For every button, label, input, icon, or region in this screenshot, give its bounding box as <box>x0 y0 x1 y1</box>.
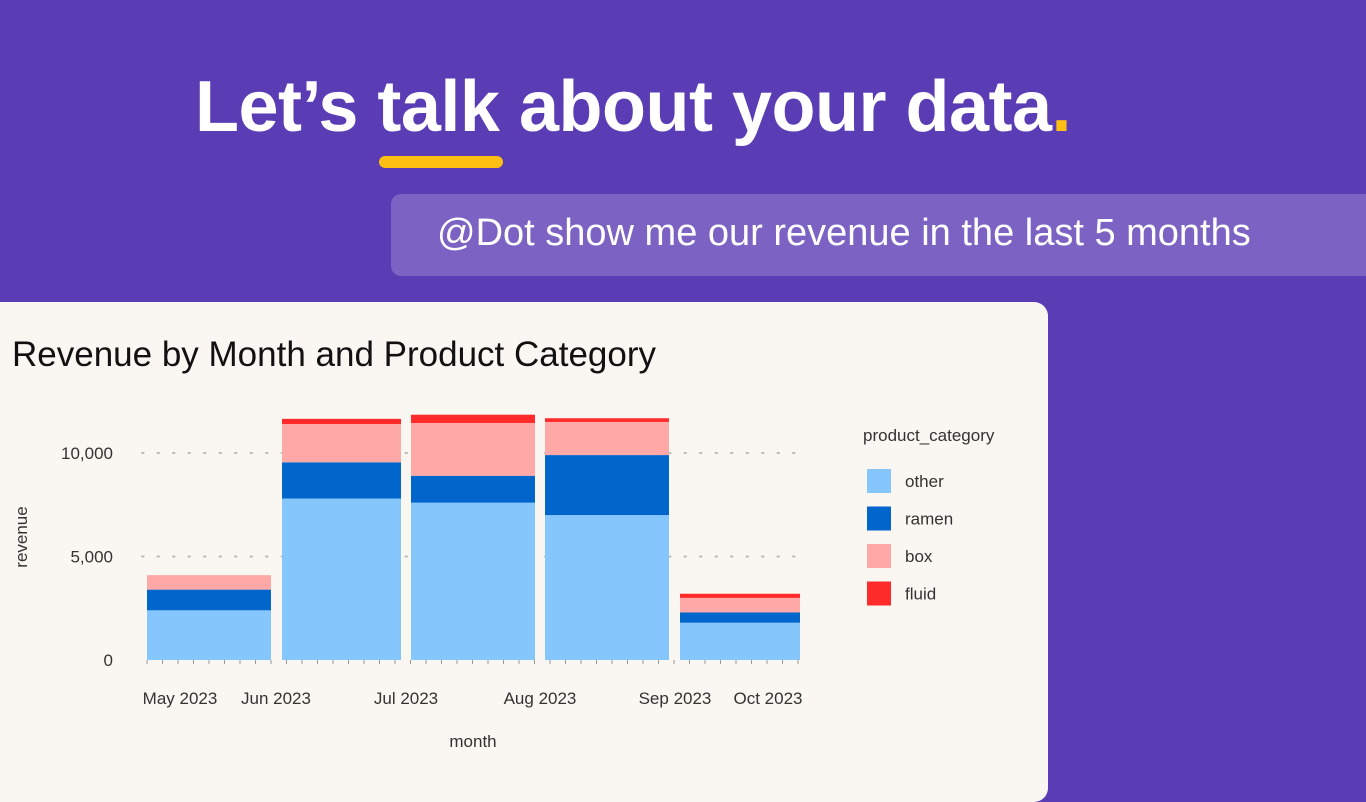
bar-segment-box <box>282 424 401 463</box>
legend-swatch-box <box>867 544 891 568</box>
headline-dot: . <box>1051 67 1072 147</box>
bar-segment-ramen <box>545 455 669 516</box>
x-tick-label: Aug 2023 <box>504 689 577 708</box>
bar-segment-other <box>411 502 535 660</box>
x-tick-label: May 2023 <box>143 689 218 708</box>
bar-segment-ramen <box>147 589 271 611</box>
y-tick-label: 0 <box>104 651 113 670</box>
legend-swatch-ramen <box>867 506 891 531</box>
y-axis-label: revenue <box>12 506 31 567</box>
y-tick-label: 10,000 <box>61 444 113 463</box>
bar-segment-other <box>282 498 401 660</box>
bar-segment-other <box>545 515 669 660</box>
y-tick-label: 5,000 <box>70 548 113 567</box>
bar-segment-fluid <box>282 418 401 425</box>
highlight-underline <box>379 156 504 168</box>
prompt-text: @Dot show me our revenue in the last 5 m… <box>437 212 1251 254</box>
bar-segment-ramen <box>411 475 535 503</box>
bar-segment-fluid <box>680 593 800 598</box>
x-tick-label: Sep 2023 <box>639 689 712 708</box>
legend-label: other <box>905 472 944 491</box>
bar-segment-box <box>545 421 669 456</box>
x-tick-label: Oct 2023 <box>734 689 803 708</box>
legend-label: box <box>905 547 933 566</box>
legend-swatch-fluid <box>867 581 891 606</box>
bar-segment-box <box>147 575 271 590</box>
legend-swatch-other <box>867 469 891 493</box>
legend-title: product_category <box>863 426 995 445</box>
bar-segment-ramen <box>282 462 401 499</box>
bar-segment-box <box>680 597 800 613</box>
headline: Let’s talk about your data. <box>195 66 1072 168</box>
headline-highlight: talk <box>377 66 504 168</box>
legend-label: fluid <box>905 585 936 604</box>
bar-segment-other <box>147 610 271 660</box>
bar-segment-fluid <box>411 414 535 423</box>
prompt-bubble: @Dot show me our revenue in the last 5 m… <box>391 194 1366 276</box>
bar-segment-fluid <box>545 418 669 422</box>
headline-text: Let’s <box>195 67 378 147</box>
stacked-bar-chart: 0 5,000 10,000 May 2023 Jun 2023 Jul 2023 Aug … <box>12 414 995 751</box>
bar-segment-box <box>411 422 535 476</box>
headline-text-end: about your data <box>499 67 1052 147</box>
x-axis-label: month <box>449 732 496 751</box>
x-tick-label: Jun 2023 <box>241 689 311 708</box>
bar-segment-ramen <box>680 612 800 623</box>
chart-title: Revenue by Month and Product Category <box>12 335 656 374</box>
legend-label: ramen <box>905 510 953 529</box>
x-tick-label: Jul 2023 <box>374 689 438 708</box>
bar-segment-other <box>680 622 800 660</box>
headline-highlight-text: talk <box>377 67 500 147</box>
